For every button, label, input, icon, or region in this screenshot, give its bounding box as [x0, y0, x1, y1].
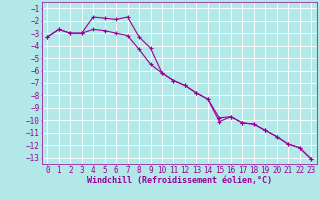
X-axis label: Windchill (Refroidissement éolien,°C): Windchill (Refroidissement éolien,°C): [87, 176, 272, 185]
